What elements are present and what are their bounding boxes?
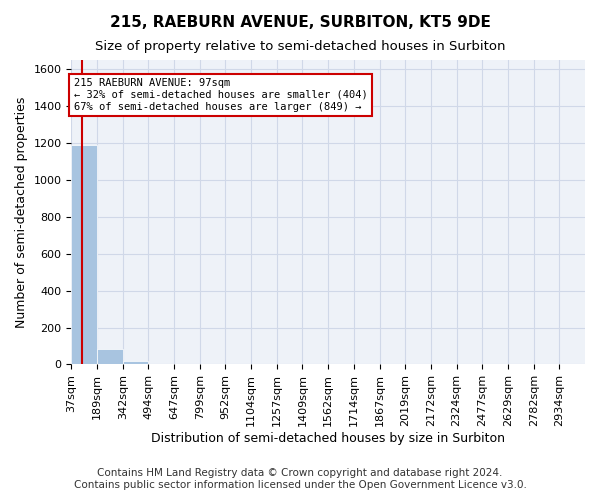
Text: 215, RAEBURN AVENUE, SURBITON, KT5 9DE: 215, RAEBURN AVENUE, SURBITON, KT5 9DE — [110, 15, 490, 30]
Y-axis label: Number of semi-detached properties: Number of semi-detached properties — [15, 96, 28, 328]
X-axis label: Distribution of semi-detached houses by size in Surbiton: Distribution of semi-detached houses by … — [151, 432, 505, 445]
Text: Contains HM Land Registry data © Crown copyright and database right 2024.
Contai: Contains HM Land Registry data © Crown c… — [74, 468, 526, 490]
Text: 215 RAEBURN AVENUE: 97sqm
← 32% of semi-detached houses are smaller (404)
67% of: 215 RAEBURN AVENUE: 97sqm ← 32% of semi-… — [74, 78, 367, 112]
Bar — [123, 361, 148, 364]
Bar — [97, 349, 123, 364]
Bar — [71, 145, 97, 364]
Text: Size of property relative to semi-detached houses in Surbiton: Size of property relative to semi-detach… — [95, 40, 505, 53]
